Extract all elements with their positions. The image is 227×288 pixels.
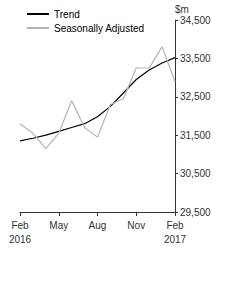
svg-text:Aug: Aug bbox=[89, 220, 107, 231]
svg-text:May: May bbox=[49, 220, 68, 231]
svg-text:Feb: Feb bbox=[166, 220, 184, 231]
svg-text:$m: $m bbox=[175, 4, 189, 15]
svg-text:32,500: 32,500 bbox=[180, 91, 211, 102]
svg-text:Feb: Feb bbox=[11, 220, 29, 231]
svg-text:Trend: Trend bbox=[54, 9, 80, 20]
svg-text:2017: 2017 bbox=[164, 234, 187, 245]
svg-text:29,500: 29,500 bbox=[180, 207, 211, 218]
svg-text:2016: 2016 bbox=[9, 234, 32, 245]
svg-text:30,500: 30,500 bbox=[180, 168, 211, 179]
svg-text:34,500: 34,500 bbox=[180, 15, 211, 26]
svg-text:31,500: 31,500 bbox=[180, 130, 211, 141]
svg-text:Nov: Nov bbox=[127, 220, 145, 231]
svg-text:33,500: 33,500 bbox=[180, 53, 211, 64]
svg-text:Seasonally Adjusted: Seasonally Adjusted bbox=[54, 23, 144, 34]
